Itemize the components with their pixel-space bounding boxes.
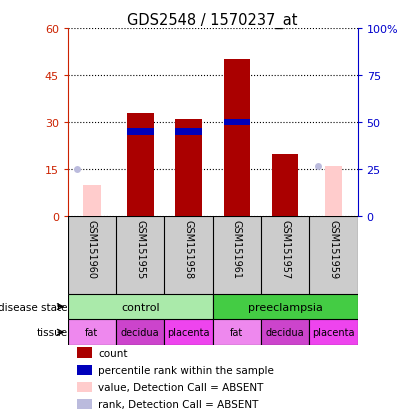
Text: disease state: disease state <box>0 302 67 312</box>
Text: GSM151955: GSM151955 <box>135 220 145 279</box>
Text: fat: fat <box>85 328 99 337</box>
Text: preeclampsia: preeclampsia <box>248 302 323 312</box>
Bar <box>76 348 92 358</box>
Bar <box>68 320 116 345</box>
Text: GSM151960: GSM151960 <box>87 220 97 279</box>
Bar <box>83 185 101 217</box>
Bar <box>68 294 213 320</box>
Text: GSM151957: GSM151957 <box>280 220 290 279</box>
Bar <box>76 382 92 392</box>
Bar <box>224 120 250 126</box>
Text: placenta: placenta <box>167 328 210 337</box>
Text: count: count <box>98 348 128 358</box>
Bar <box>116 320 164 345</box>
Bar <box>175 120 202 217</box>
Bar <box>127 129 154 135</box>
Title: GDS2548 / 1570237_at: GDS2548 / 1570237_at <box>127 13 298 29</box>
Bar <box>309 320 358 345</box>
Text: control: control <box>121 302 159 312</box>
Bar <box>213 294 358 320</box>
Text: rank, Detection Call = ABSENT: rank, Detection Call = ABSENT <box>98 399 259 409</box>
Text: tissue: tissue <box>36 328 67 337</box>
Bar <box>164 320 213 345</box>
Text: percentile rank within the sample: percentile rank within the sample <box>98 365 274 375</box>
Text: fat: fat <box>230 328 243 337</box>
Bar <box>261 320 309 345</box>
Bar <box>127 114 154 217</box>
Text: value, Detection Call = ABSENT: value, Detection Call = ABSENT <box>98 382 263 392</box>
Bar <box>175 129 202 135</box>
Text: placenta: placenta <box>312 328 355 337</box>
Text: GSM151959: GSM151959 <box>328 220 338 279</box>
Text: GSM151961: GSM151961 <box>232 220 242 279</box>
Bar <box>76 365 92 375</box>
Bar <box>224 60 250 217</box>
Text: GSM151958: GSM151958 <box>184 220 194 279</box>
Bar <box>224 120 250 126</box>
Bar <box>76 399 92 410</box>
Text: decidua: decidua <box>266 328 305 337</box>
Bar <box>272 154 298 217</box>
Bar <box>325 167 342 217</box>
Text: decidua: decidua <box>121 328 159 337</box>
Bar <box>213 320 261 345</box>
